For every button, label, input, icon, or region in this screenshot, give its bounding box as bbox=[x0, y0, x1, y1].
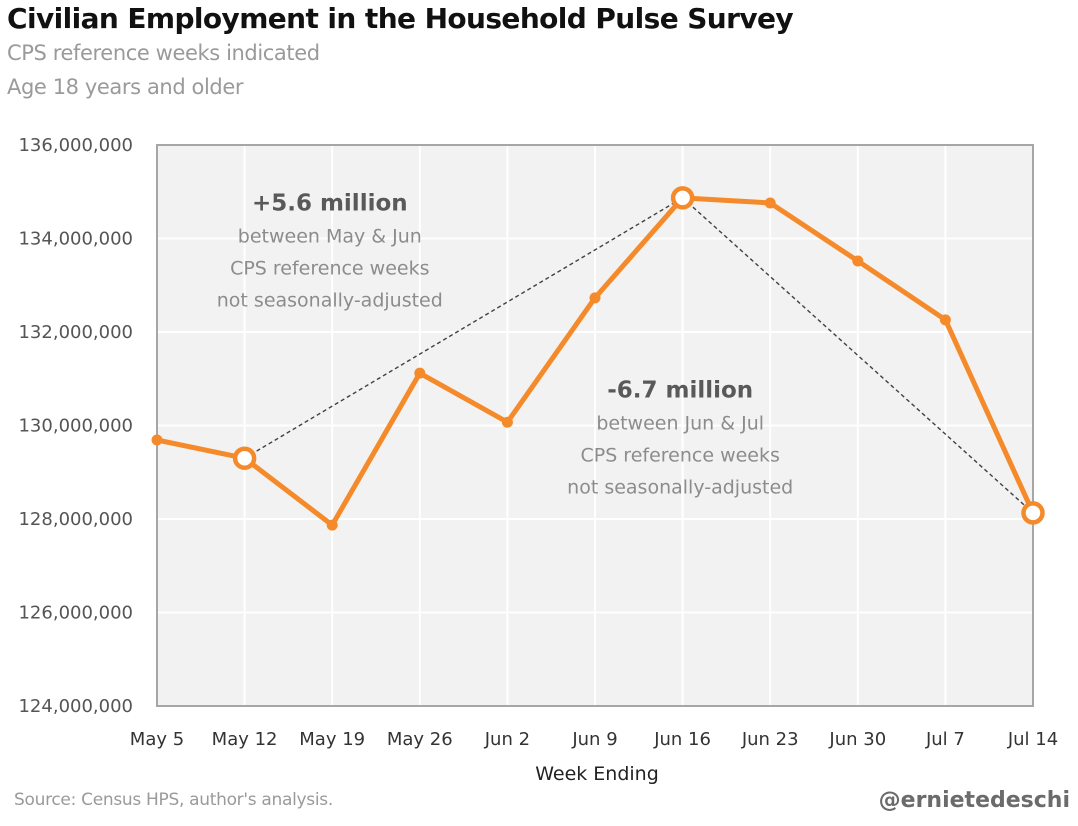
y-tick-label: 136,000,000 bbox=[18, 135, 133, 156]
y-tick-label: 132,000,000 bbox=[18, 322, 133, 343]
x-tick-label: Jun 16 bbox=[653, 729, 711, 750]
data-point bbox=[151, 434, 163, 446]
y-tick-label: 124,000,000 bbox=[18, 696, 133, 717]
y-tick-label: 134,000,000 bbox=[18, 229, 133, 250]
x-tick-label: Jun 2 bbox=[484, 729, 530, 750]
chart-subtitle-2: Age 18 years and older bbox=[7, 75, 244, 99]
series-civilian-employment bbox=[151, 186, 1045, 531]
x-tick-label: May 5 bbox=[130, 729, 184, 750]
annotation-line: CPS reference weeks bbox=[580, 444, 779, 466]
annotation-connectors bbox=[244, 197, 1034, 514]
data-point bbox=[501, 416, 513, 428]
x-tick-label: May 19 bbox=[299, 729, 365, 750]
annotation-headline: +5.6 million bbox=[252, 190, 408, 216]
y-tick-label: 130,000,000 bbox=[18, 416, 133, 437]
data-point bbox=[939, 314, 951, 326]
chart-subtitle-1: CPS reference weeks indicated bbox=[7, 41, 320, 65]
data-point bbox=[326, 519, 338, 531]
annotation-line: not seasonally-adjusted bbox=[567, 476, 793, 498]
annotation-line: between Jun & Jul bbox=[596, 412, 764, 434]
y-tick-label: 126,000,000 bbox=[18, 603, 133, 624]
x-tick-label: Jun 23 bbox=[741, 729, 799, 750]
dashed-connector bbox=[682, 197, 1034, 514]
x-tick-label: Jul 7 bbox=[925, 729, 965, 750]
gridlines bbox=[156, 144, 1034, 707]
data-point bbox=[414, 367, 426, 379]
x-tick-label: Jun 9 bbox=[571, 729, 617, 750]
data-point bbox=[589, 292, 601, 304]
x-tick-label: May 12 bbox=[212, 729, 278, 750]
highlighted-data-point bbox=[670, 186, 695, 210]
x-tick-label: May 26 bbox=[387, 729, 453, 750]
x-axis-label: Week Ending bbox=[535, 763, 659, 785]
y-axis-ticks: 124,000,000 126,000,000 128,000,000 130,000… bbox=[18, 135, 133, 717]
annotation-headline: -6.7 million bbox=[607, 377, 753, 403]
data-point bbox=[852, 255, 864, 267]
source-note: Source: Census HPS, author's analysis. bbox=[14, 790, 333, 810]
annotation-line: CPS reference weeks bbox=[230, 257, 429, 279]
y-tick-label: 128,000,000 bbox=[18, 509, 133, 530]
chart-title: Civilian Employment in the Household Pul… bbox=[7, 2, 794, 35]
annotation-line: between May & Jun bbox=[238, 225, 422, 247]
x-axis-ticks: May 5 May 12 May 19 May 26 Jun 2 Jun 9 Jun 16 J… bbox=[130, 729, 1058, 750]
data-point bbox=[764, 197, 776, 209]
annotations: +5.6 million between May & Jun CPS referen… bbox=[217, 190, 793, 498]
plot-border bbox=[156, 144, 1034, 707]
x-tick-label: Jul 14 bbox=[1007, 729, 1058, 750]
highlighted-data-point bbox=[232, 446, 257, 470]
dashed-connector bbox=[244, 197, 683, 459]
annotation-line: not seasonally-adjusted bbox=[217, 289, 443, 311]
highlighted-data-point bbox=[1021, 501, 1045, 525]
author-handle: @ernietedeschi bbox=[878, 788, 1070, 813]
x-tick-label: Jun 30 bbox=[828, 729, 886, 750]
